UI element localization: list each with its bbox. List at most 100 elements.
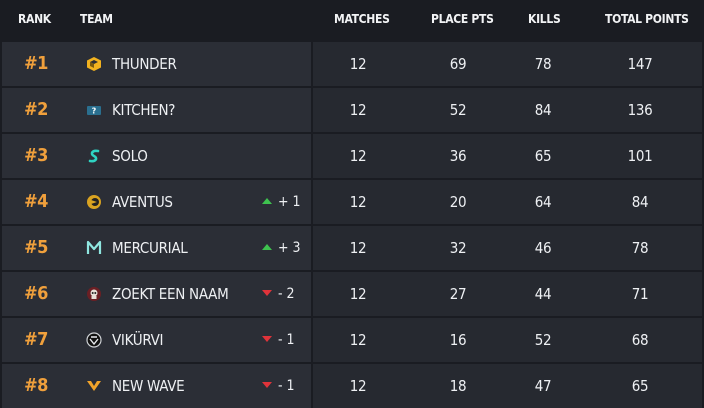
rank-value: #4 [24,191,48,212]
kitchen-logo-icon: ? [86,102,102,118]
place-pts-value: 69 [449,55,467,73]
kills-value: 78 [534,55,552,73]
place-pts-value: 52 [449,101,467,119]
stats-cell [313,226,702,270]
rank-change: - 1 [262,364,295,408]
stats-cell [313,364,702,408]
rank-change-value: + 3 [278,240,301,256]
rank-value: #3 [24,145,48,166]
matches-value: 12 [349,239,367,257]
rank-value: #7 [24,329,48,350]
header-total-points[interactable]: TOTAL POINTS [605,12,689,26]
table-row[interactable]: #4 AVENTUS + 1 12 20 64 84 [0,180,704,224]
table-row[interactable]: #3 SOLO 12 36 65 101 [0,134,704,178]
rank-value: #1 [24,53,48,74]
total-points-value: 71 [631,285,649,303]
new-wave-logo-icon [86,378,102,394]
table-row[interactable]: #8 NEW WAVE - 1 12 18 47 65 [0,364,704,408]
matches-value: 12 [349,147,367,165]
stats-cell [313,88,702,132]
rank-change: - 2 [262,272,295,316]
team-name[interactable]: SOLO [112,147,148,165]
kills-value: 47 [534,377,552,395]
stats-cell [313,318,702,362]
total-points-value: 136 [627,101,653,119]
team-cell: #3 SOLO [2,134,311,178]
header-matches[interactable]: MATCHES [334,12,390,26]
rank-change: + 3 [262,226,301,270]
thunder-logo-icon [86,56,102,72]
matches-value: 12 [349,193,367,211]
team-cell: #5 MERCURIAL + 3 [2,226,311,270]
rank-value: #2 [24,99,48,120]
team-name[interactable]: ZOEKT EEN NAAM [112,285,229,303]
matches-value: 12 [349,55,367,73]
svg-text:?: ? [92,107,97,116]
rank-change-value: - 2 [278,286,295,302]
kills-value: 52 [534,331,552,349]
matches-value: 12 [349,331,367,349]
kills-value: 65 [534,147,552,165]
team-name[interactable]: NEW WAVE [112,377,185,395]
team-cell: #6 ZOEKT EEN NAAM - 2 [2,272,311,316]
team-cell: #2 ? KITCHEN? [2,88,311,132]
team-name[interactable]: MERCURIAL [112,239,188,257]
rank-value: #8 [24,375,48,396]
team-name[interactable]: AVENTUS [112,193,173,211]
rank-change-value: + 1 [278,194,301,210]
table-row[interactable]: #1 THUNDER 12 69 78 147 [0,42,704,86]
arrow-up-icon [262,244,272,250]
header-team[interactable]: TEAM [80,12,113,26]
table-row[interactable]: #6 ZOEKT EEN NAAM - 2 12 27 44 71 [0,272,704,316]
total-points-value: 78 [631,239,649,257]
matches-value: 12 [349,285,367,303]
table-row[interactable]: #2 ? KITCHEN? 12 52 84 136 [0,88,704,132]
rank-change-value: - 1 [278,378,295,394]
total-points-value: 68 [631,331,649,349]
place-pts-value: 36 [449,147,467,165]
place-pts-value: 20 [449,193,467,211]
arrow-down-icon [262,336,272,342]
rank-change: - 1 [262,318,295,362]
kills-value: 64 [534,193,552,211]
stats-cell [313,42,702,86]
team-name[interactable]: KITCHEN? [112,101,176,119]
team-cell: #8 NEW WAVE - 1 [2,364,311,408]
team-cell: #4 AVENTUS + 1 [2,180,311,224]
team-name[interactable]: VIKÜRVI [112,331,164,349]
total-points-value: 84 [631,193,649,211]
header-kills[interactable]: KILLS [528,12,561,26]
arrow-down-icon [262,382,272,388]
table-header: RANK TEAM MATCHES PLACE PTS KILLS TOTAL … [0,0,704,38]
stats-cell [313,134,702,178]
arrow-up-icon [262,198,272,204]
team-name[interactable]: THUNDER [112,55,177,73]
arrow-down-icon [262,290,272,296]
matches-value: 12 [349,377,367,395]
team-cell: #1 THUNDER [2,42,311,86]
solo-logo-icon [86,148,102,164]
total-points-value: 101 [627,147,653,165]
kills-value: 46 [534,239,552,257]
zoekt-een-naam-logo-icon [86,286,102,302]
place-pts-value: 18 [449,377,467,395]
header-place-pts[interactable]: PLACE PTS [431,12,494,26]
aventus-logo-icon [86,194,102,210]
matches-value: 12 [349,101,367,119]
rank-change-value: - 1 [278,332,295,348]
total-points-value: 65 [631,377,649,395]
kills-value: 84 [534,101,552,119]
table-row[interactable]: #7 VIKÜRVI - 1 12 16 52 68 [0,318,704,362]
stats-cell [313,180,702,224]
kills-value: 44 [534,285,552,303]
rank-change: + 1 [262,180,301,224]
header-rank[interactable]: RANK [18,12,51,26]
stats-cell [313,272,702,316]
table-row[interactable]: #5 MERCURIAL + 3 12 32 46 78 [0,226,704,270]
rank-value: #6 [24,283,48,304]
place-pts-value: 16 [449,331,467,349]
place-pts-value: 27 [449,285,467,303]
vikurvi-logo-icon [86,332,102,348]
team-cell: #7 VIKÜRVI - 1 [2,318,311,362]
